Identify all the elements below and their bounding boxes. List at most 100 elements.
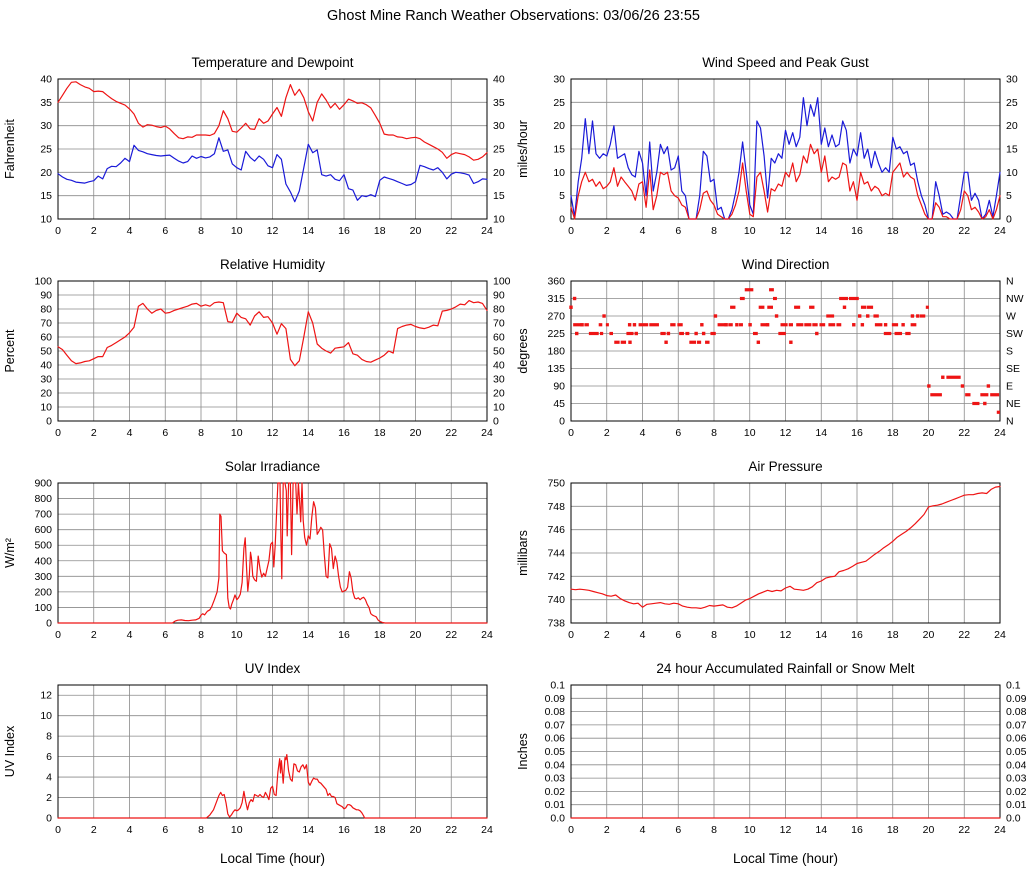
x-tick-label: 0 (55, 824, 61, 836)
wind-direction-mark (941, 375, 945, 379)
y-tick-label: 748 (547, 501, 565, 513)
wind-direction-mark (927, 384, 931, 388)
x-tick-label: 16 (851, 427, 863, 439)
x-tick-label: 0 (568, 427, 574, 439)
chart-title: UV Index (245, 661, 301, 676)
y-tick-label-right: 5 (1006, 190, 1012, 202)
x-tick-label: 8 (711, 629, 717, 641)
y-tick-label: 20 (40, 167, 52, 179)
y-tick-label-right: 10 (493, 402, 505, 414)
y-tick-label-right: 90 (493, 290, 505, 302)
x-tick-label: 2 (604, 824, 610, 836)
x-tick-label: 0 (55, 427, 61, 439)
chart-uv-index: UV Index 0 2 4 6 8 10 12 14 16 18 20 22 24 0 2 4 6 8 10 12 UV… (0, 648, 513, 880)
y-tick-label: 40 (40, 74, 52, 86)
y-tick-label-right: 20 (493, 388, 505, 400)
y-tick-label-right: 0.04 (1006, 759, 1026, 771)
y-tick-label-right: 40 (493, 74, 505, 86)
x-tick-label: 4 (640, 629, 646, 641)
y-tick-label-right: 10 (1006, 167, 1018, 179)
x-tick-label: 16 (338, 225, 350, 237)
x-tick-label: 16 (851, 629, 863, 641)
y-tick-label: 30 (553, 74, 565, 86)
x-axis-label: Local Time (hour) (733, 851, 838, 866)
y-tick-label-right: W (1006, 311, 1016, 323)
x-tick-label: 6 (162, 824, 168, 836)
x-tick-label: 14 (815, 824, 827, 836)
y-tick-label: 0.07 (545, 719, 566, 731)
series-solar-irradiance (57, 482, 488, 624)
y-tick-label: 0 (46, 813, 52, 825)
y-tick-label: 360 (547, 276, 565, 288)
y-tick-label: 90 (40, 290, 52, 302)
chart-title: Temperature and Dewpoint (191, 55, 353, 70)
y-tick-label: 750 (547, 478, 565, 490)
x-tick-label: 12 (267, 629, 279, 641)
chart-temperature-dewpoint: Temperature and Dewpoint 0 2 4 6 8 10 12 14 16 18 2… (0, 42, 513, 244)
x-tick-label: 8 (198, 225, 204, 237)
x-tick-label: 12 (780, 824, 792, 836)
wind-direction-mark (569, 305, 573, 309)
x-tick-label: 2 (91, 225, 97, 237)
wind-direction-mark (883, 323, 888, 327)
y-tick-label: 746 (547, 524, 565, 536)
y-tick-label: 135 (547, 363, 565, 375)
y-tick-label: 45 (553, 398, 565, 410)
y-tick-label: 35 (40, 97, 52, 109)
y-tick-label: 4 (46, 772, 52, 784)
y-axis-label: Percent (3, 329, 17, 373)
y-tick-label: 744 (547, 548, 565, 560)
x-tick-label: 24 (994, 824, 1006, 836)
x-tick-label: 18 (374, 824, 386, 836)
x-tick-label: 2 (604, 629, 610, 641)
x-tick-label: 10 (231, 824, 243, 836)
y-tick-label-right: 10 (493, 214, 505, 226)
chart-title: 24 hour Accumulated Rainfall or Snow Mel… (656, 661, 914, 676)
y-tick-label: 40 (40, 360, 52, 372)
plot-border (570, 78, 1001, 220)
y-tick-label: 0.02 (545, 786, 566, 798)
plot-border (57, 684, 488, 819)
series-temperature (57, 81, 488, 161)
wind-direction-mark (789, 340, 793, 344)
chart-relative-humidity: Relative Humidity 0 2 4 6 8 10 12 14 16 18 20 22 24 0 0… (0, 244, 513, 446)
x-tick-label: 24 (994, 629, 1006, 641)
x-tick-label: 20 (923, 824, 935, 836)
y-axis-label: degrees (516, 328, 530, 373)
y-tick-label-right: E (1006, 381, 1013, 393)
y-tick-label: 500 (34, 540, 52, 552)
y-tick-label: 400 (34, 555, 52, 567)
x-tick-label: 6 (162, 629, 168, 641)
x-tick-label: 20 (410, 225, 422, 237)
y-tick-label-right: 80 (493, 304, 505, 316)
x-tick-label: 6 (675, 629, 681, 641)
y-tick-label: 20 (40, 388, 52, 400)
y-tick-label-right: 30 (493, 374, 505, 386)
plot-border (570, 280, 1001, 422)
y-tick-label: 50 (40, 346, 52, 358)
x-tick-label: 4 (127, 427, 133, 439)
y-tick-label: 180 (547, 346, 565, 358)
wind-direction-mark (666, 331, 671, 336)
y-tick-label-right: 0.03 (1006, 773, 1026, 785)
page-title: Ghost Mine Ranch Weather Observations: 0… (327, 8, 700, 24)
y-axis-label: W/m² (3, 538, 17, 568)
y-tick-label-right: 15 (493, 190, 505, 202)
series-dewpoint (57, 137, 488, 203)
x-tick-label: 12 (267, 824, 279, 836)
x-tick-label: 18 (374, 629, 386, 641)
y-tick-label: 100 (34, 602, 52, 614)
x-tick-label: 6 (162, 427, 168, 439)
x-tick-label: 18 (887, 225, 899, 237)
x-tick-label: 6 (675, 824, 681, 836)
y-tick-label: 10 (40, 214, 52, 226)
x-tick-label: 6 (675, 427, 681, 439)
chart-title: Wind Direction (742, 257, 830, 272)
x-tick-label: 8 (711, 427, 717, 439)
x-tick-label: 0 (568, 824, 574, 836)
y-tick-label-right: 0 (493, 416, 499, 428)
y-tick-label: 0 (559, 416, 565, 428)
